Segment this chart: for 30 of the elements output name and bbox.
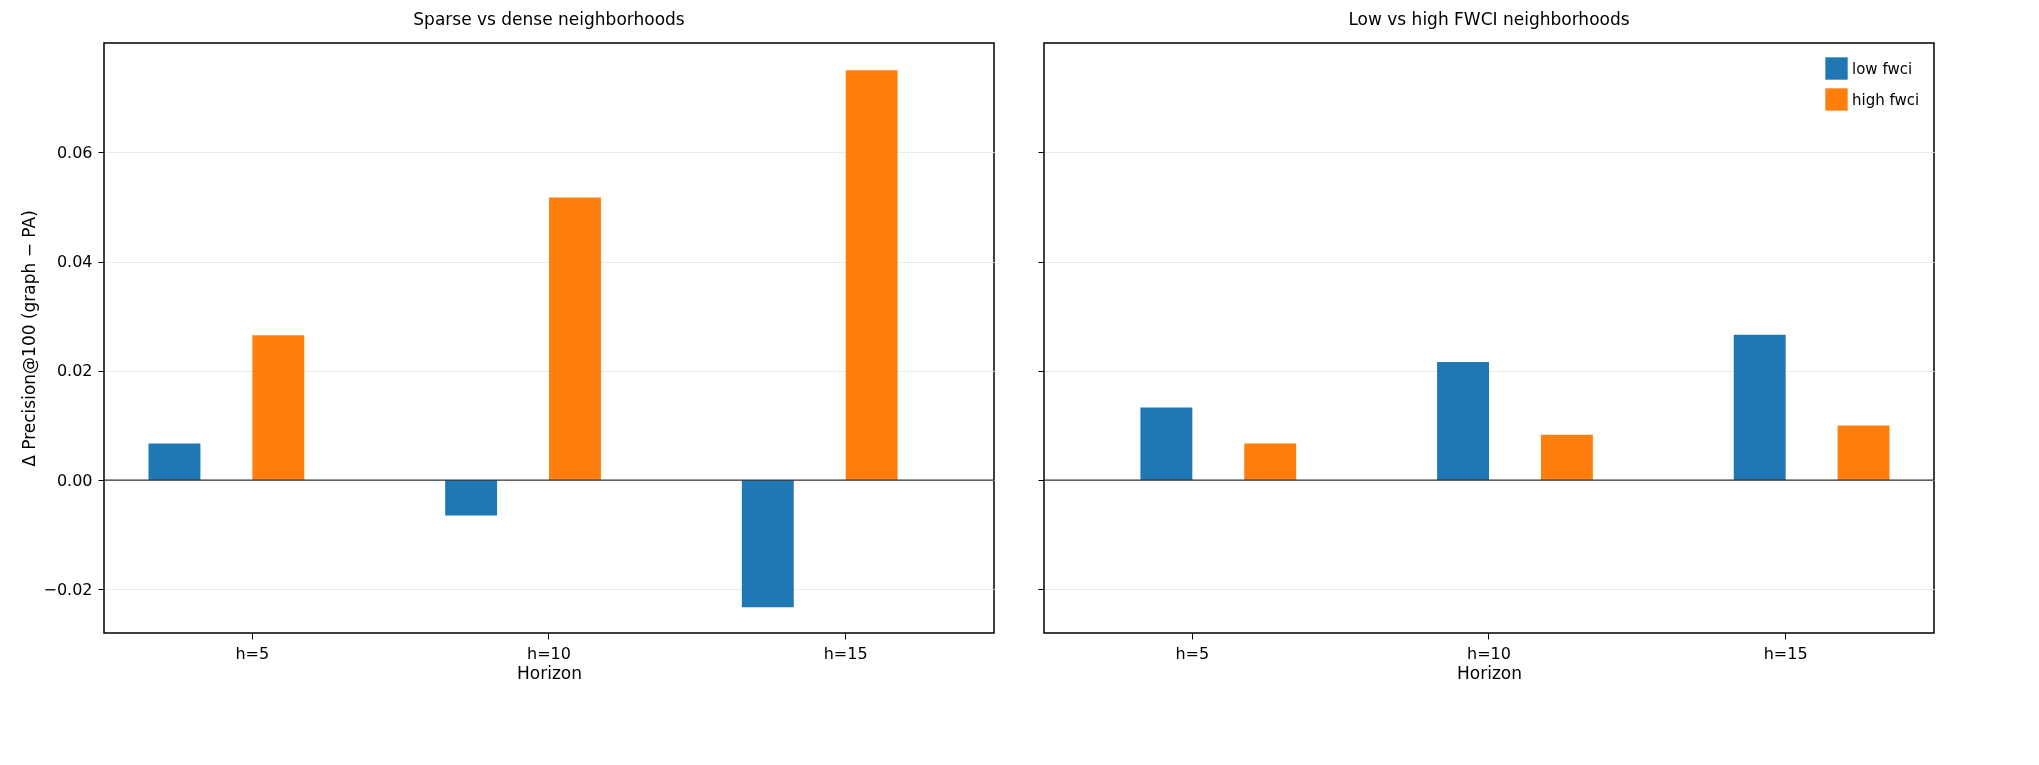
y-tick-label: 0.04 <box>56 252 93 272</box>
bar <box>845 70 898 481</box>
x-axis-title: Horizon <box>517 662 582 683</box>
x-tick-label: h=10 <box>1467 643 1511 663</box>
x-tick-label: h=15 <box>823 643 868 663</box>
x-tick-label: h=5 <box>1175 643 1210 663</box>
y-tick-label: 0.00 <box>56 470 93 490</box>
bar <box>1837 425 1890 481</box>
x-axis-title: Horizon <box>1457 662 1522 683</box>
bar <box>445 480 498 516</box>
x-tick-label: h=15 <box>1763 643 1808 663</box>
bar <box>1437 362 1489 481</box>
x-tick-label: h=10 <box>527 643 571 663</box>
bar <box>252 335 305 481</box>
chart-title: Sparse vs dense neighborhoods <box>413 9 685 29</box>
legend-label: high fwci <box>1852 90 1920 109</box>
bar <box>741 480 794 608</box>
chart-title: Low vs high FWCI neighborhoods <box>1348 9 1630 29</box>
y-tick-label: 0.06 <box>56 142 93 162</box>
bar <box>1733 334 1786 481</box>
bar <box>1244 443 1297 481</box>
bar <box>148 443 201 481</box>
bar <box>549 197 601 481</box>
x-tick-label: h=5 <box>235 643 270 663</box>
legend-label: low fwci <box>1852 59 1913 78</box>
y-tick-label: −0.02 <box>43 579 93 599</box>
y-axis-title: Δ Precision@100 (graph − PA) <box>19 210 40 467</box>
bar <box>1140 407 1193 481</box>
y-tick-label: 0.02 <box>56 361 93 381</box>
bar <box>1540 434 1593 481</box>
